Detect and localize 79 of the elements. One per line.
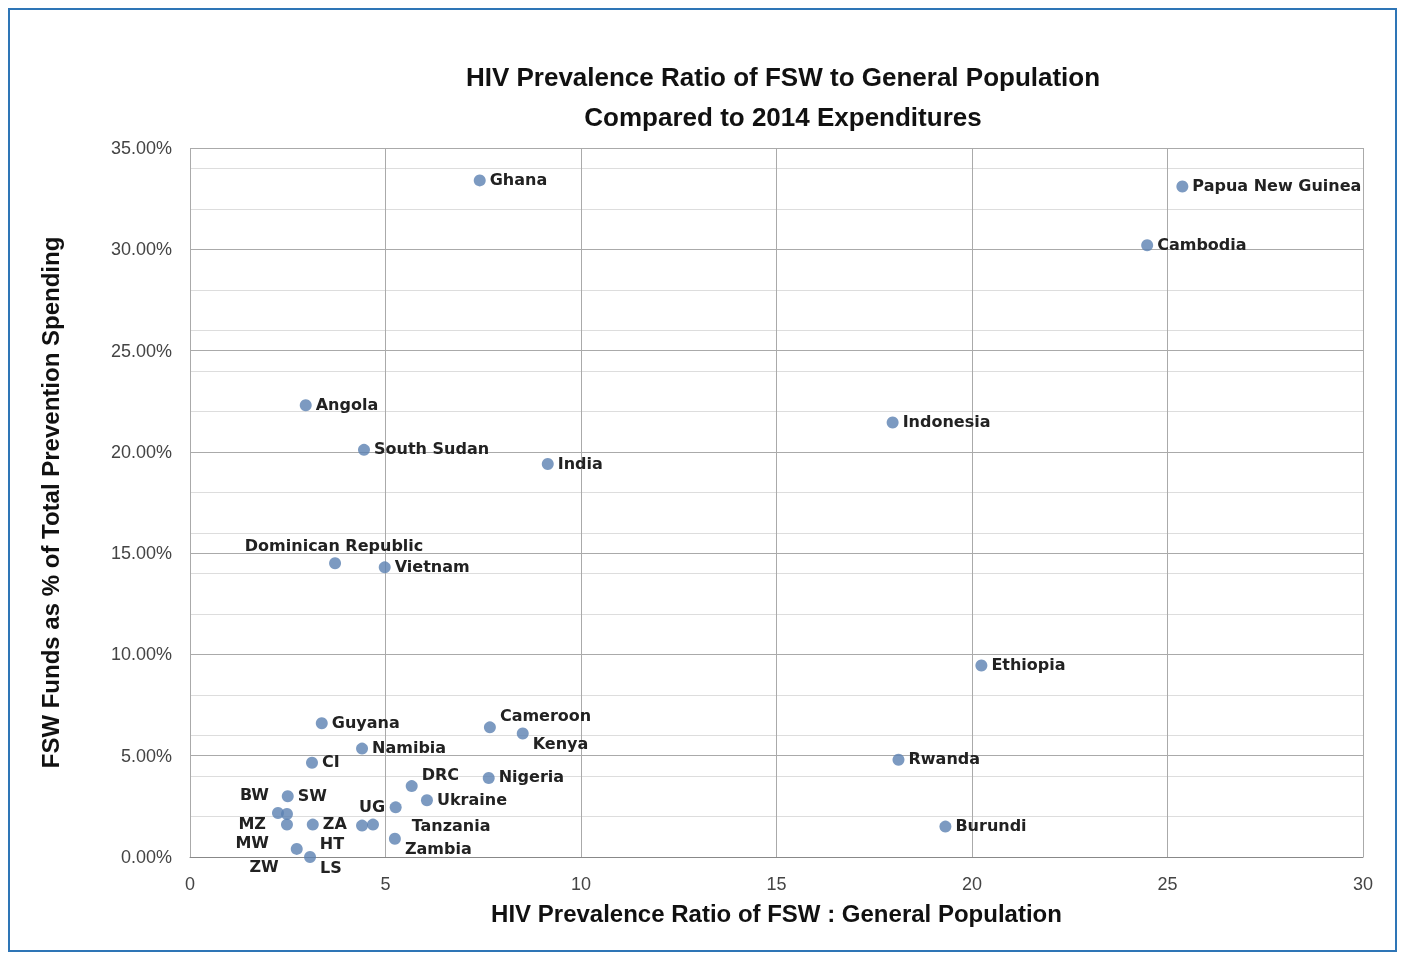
point <box>280 818 293 831</box>
point <box>886 416 899 429</box>
point <box>356 742 369 755</box>
x-tick-label: 10 <box>570 874 592 894</box>
annotation: UG <box>358 797 386 817</box>
chart-title: HIV Prevalence Ratio of FSW to General Population Compared to 2014 Expenditures <box>465 62 1101 132</box>
annotation: Tanzania <box>411 815 491 835</box>
annotation: Namibia <box>372 738 447 758</box>
y-tick-label: 35.00% <box>110 138 172 158</box>
annotation: Papua New Guinea <box>1192 175 1362 195</box>
annotation: BW <box>240 784 270 804</box>
y-tick-label: 15.00% <box>110 543 172 564</box>
point <box>541 458 554 471</box>
annotation: Burundi <box>955 816 1027 836</box>
point <box>405 780 418 793</box>
point <box>306 818 319 831</box>
point <box>388 832 401 845</box>
point <box>329 557 342 570</box>
annotation: Rwanda <box>908 749 981 769</box>
y-tick-label: 5.00% <box>120 745 172 766</box>
annotation: South Sudan <box>373 439 490 459</box>
annotation: Zambia <box>404 839 472 859</box>
annotation: Guyana <box>331 712 400 732</box>
x-axis-title: HIV Prevalence Ratio of FSW : General Population <box>491 899 1062 927</box>
point <box>367 818 379 831</box>
annotation: SW <box>297 785 328 805</box>
annotation: ZW <box>249 857 280 877</box>
x-tick-label: 0 <box>184 874 196 894</box>
point <box>299 399 312 412</box>
point <box>271 807 284 820</box>
y-tick-label: 0.00% <box>120 847 172 867</box>
point <box>304 851 317 863</box>
annotation: CI <box>321 752 340 772</box>
annotation: Dominican Republic <box>244 535 424 555</box>
x-tick-label: 30 <box>1352 874 1374 894</box>
point <box>1141 239 1154 252</box>
annotation: Kenya <box>532 733 589 753</box>
point <box>389 801 402 814</box>
annotation: Indonesia <box>902 411 991 431</box>
annotation: MW <box>235 833 270 853</box>
y-tick-label: 25.00% <box>110 340 172 361</box>
annotation: HT <box>319 834 345 854</box>
point <box>315 717 328 730</box>
x-tick-label: 5 <box>380 874 391 894</box>
annotation: Vietnam <box>394 556 470 576</box>
point <box>892 753 905 766</box>
point <box>482 772 495 784</box>
x-tick-label: 25 <box>1157 874 1178 894</box>
annotation: Ghana <box>489 169 548 189</box>
x-tick-label: 20 <box>961 874 983 894</box>
y-tick-label: 10.00% <box>110 644 172 665</box>
y-axis-title: FSW Funds as % of Total Prevention Spending <box>36 236 64 769</box>
annotation: Ukraine <box>436 789 508 809</box>
point <box>483 721 496 734</box>
point <box>378 561 391 574</box>
annotation: Angola <box>315 394 379 414</box>
annotation: Ethiopia <box>991 655 1066 675</box>
point <box>1176 180 1189 193</box>
annotation: India <box>557 453 603 473</box>
annotation: Nigeria <box>498 767 565 787</box>
annotation: Cameroon <box>499 705 592 725</box>
point <box>975 659 988 672</box>
point <box>290 842 303 855</box>
annotation: MZ <box>238 813 266 833</box>
annotation: ZA <box>322 814 348 834</box>
annotation: Cambodia <box>1157 234 1247 254</box>
point <box>356 819 369 832</box>
point <box>939 820 952 833</box>
x-tick-label: 15 <box>766 874 787 894</box>
point <box>358 443 370 456</box>
y-tick-label: 20.00% <box>110 441 172 462</box>
point <box>306 756 318 769</box>
y-tick-label: 30.00% <box>110 239 172 260</box>
point <box>473 174 486 187</box>
point <box>420 794 433 807</box>
point <box>516 727 529 740</box>
annotation: DRC <box>421 764 460 784</box>
point <box>281 790 294 803</box>
annotation: LS <box>320 857 342 877</box>
